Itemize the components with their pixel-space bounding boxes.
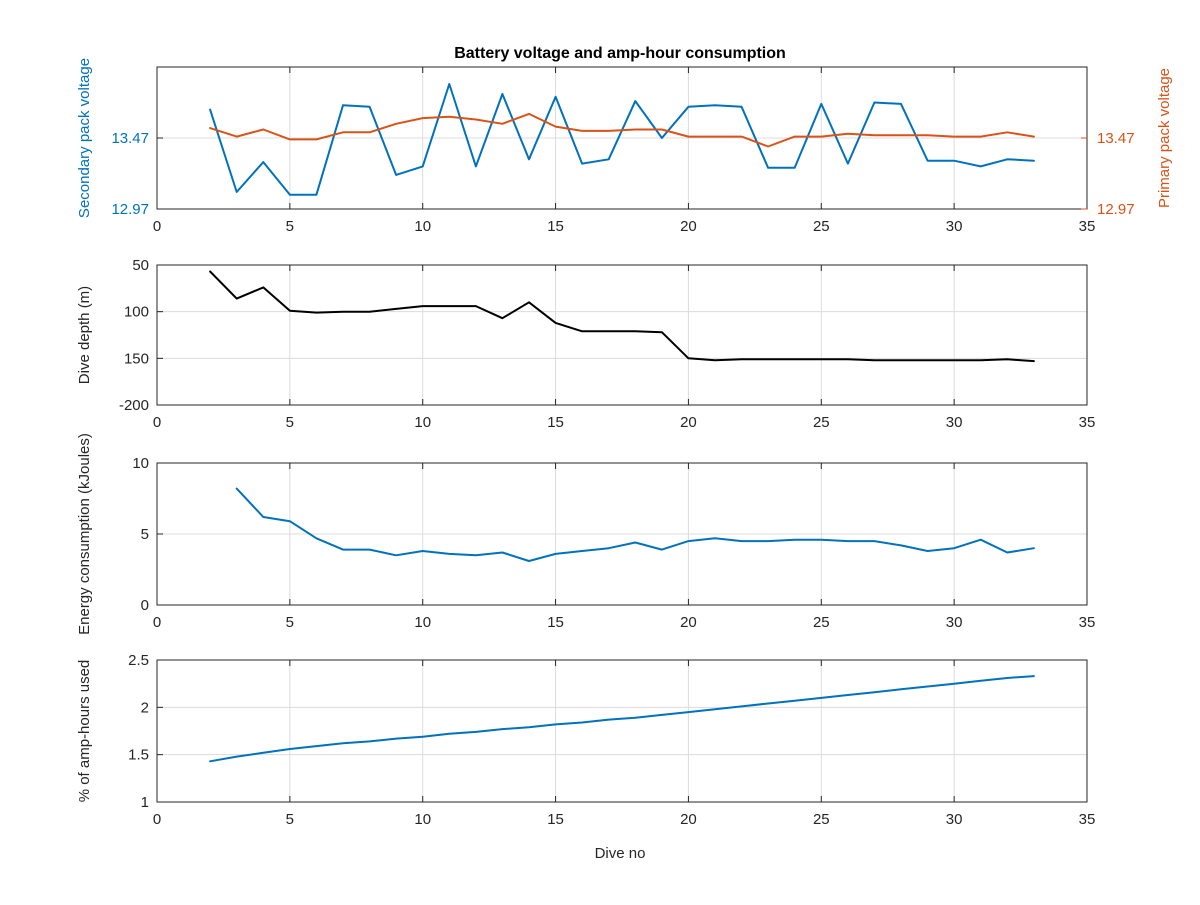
panel-energy-series-left-0-line [235,487,1035,562]
panel-voltage-y-right-tick-label: 12.97 [1097,201,1135,218]
panel-amphours-plot-area [157,660,1087,802]
panel-energy-y-tick-label: 5 [141,526,149,543]
panel-energy-x-tick-label: 10 [414,614,431,631]
panel-depth-y-tick-label: 50 [132,257,149,274]
panel-energy-x-tick-label: 15 [547,614,564,631]
panel-voltage-x-tick-label: 30 [946,218,963,235]
panel-depth-x-tick-label: 0 [153,414,161,431]
panel-amphours-y-tick-label: 2.5 [128,652,149,669]
panel-voltage-y-right-axis-label: Primary pack voltage [1156,68,1173,208]
panel-amphours-x-tick-label: 15 [547,811,564,828]
panel-depth-x-tick-label: 5 [286,414,294,431]
panel-amphours-axes-box [156,659,1088,803]
panel-depth-series-left-0-line [209,270,1035,363]
panel-energy-x-tick-label: 20 [680,614,697,631]
panel-voltage-x-tick-label: 20 [680,218,697,235]
panel-depth-x-tick-label: 15 [547,414,564,431]
panel-amphours-x-tick-label: 25 [813,811,830,828]
panel-energy-y-tick-label: 10 [132,455,149,472]
panel-amphours-x-tick-label: 30 [946,811,963,828]
panel-depth-x-tick-label: 10 [414,414,431,431]
panel-amphours-y-axis-label: % of amp-hours used [76,660,93,803]
panel-depth-y-tick-label: 150 [124,350,149,367]
panel-voltage-y-tick-label: 13.47 [111,130,149,147]
panel-depth-axes-box [156,264,1088,406]
panel-voltage-x-tick-label: 0 [153,218,161,235]
panel-amphours-y-tick-label: 2 [141,699,149,716]
panel-depth-plot-area [157,265,1087,405]
panel-amphours-y-tick-label: 1.5 [128,747,149,764]
panel-voltage-y-tick-label: 12.97 [111,201,149,218]
panel-energy-x-tick-label: 25 [813,614,830,631]
panel-depth-x-tick-label: 35 [1079,414,1096,431]
panel-energy-x-tick-label: 0 [153,614,161,631]
panel-amphours-y-tick-label: 1 [141,794,149,811]
panel-voltage-x-tick-label: 35 [1079,218,1096,235]
panel-amphours-series-left-0-line [209,675,1035,763]
panel-amphours-x-tick-label: 0 [153,811,161,828]
panel-depth-y-tick-label: -200 [119,397,149,414]
panel-voltage-x-tick-label: 25 [813,218,830,235]
chart-title: Battery voltage and amp-hour consumption [454,45,786,62]
panel-depth-y-axis-label: Dive depth (m) [76,286,93,384]
panel-voltage-x-tick-label: 5 [286,218,294,235]
panel-amphours-x-tick-label: 5 [286,811,294,828]
panel-voltage-x-tick-label: 10 [414,218,431,235]
panel-energy-y-axis-label: Energy consumption (kJoules) [76,433,93,635]
panel-amphours-x-tick-label: 10 [414,811,431,828]
panel-energy-x-tick-label: 30 [946,614,963,631]
panel-depth-x-tick-label: 20 [680,414,697,431]
panel-amphours-x-tick-label: 20 [680,811,697,828]
panel-energy-x-tick-label: 35 [1079,614,1096,631]
panel-voltage-y-right-tick-label: 13.47 [1097,130,1135,147]
panel-depth-y-tick-label: 100 [124,304,149,321]
panel-voltage-y-axis-label: Secondary pack voltage [76,58,93,218]
panel-voltage-series-right-1-line [209,112,1035,148]
panel-energy-y-tick-label: 0 [141,597,149,614]
panel-energy-x-tick-label: 5 [286,614,294,631]
x-axis-label: Dive no [595,845,646,862]
panel-depth-x-tick-label: 25 [813,414,830,431]
panel-voltage-x-tick-label: 15 [547,218,564,235]
panel-depth-x-tick-label: 30 [946,414,963,431]
panel-amphours-x-tick-label: 35 [1079,811,1096,828]
